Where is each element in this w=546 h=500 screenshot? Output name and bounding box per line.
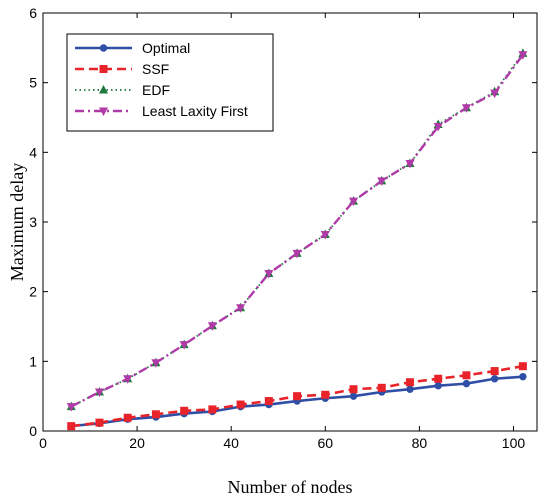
data-point xyxy=(490,367,499,376)
data-point xyxy=(95,418,104,427)
data-point xyxy=(406,385,414,393)
data-point xyxy=(208,405,217,414)
x-tick-label: 60 xyxy=(317,435,333,451)
data-point xyxy=(180,406,189,415)
x-tick-label: 0 xyxy=(39,435,47,451)
x-tick-label: 80 xyxy=(412,435,428,451)
legend-label: SSF xyxy=(142,61,169,77)
legend-marker xyxy=(99,65,108,73)
y-tick-label: 1 xyxy=(29,353,37,369)
data-point xyxy=(123,413,132,422)
data-point xyxy=(377,177,387,186)
data-point xyxy=(349,385,358,394)
data-point xyxy=(293,392,302,401)
legend-box xyxy=(66,33,274,132)
data-point xyxy=(490,375,499,383)
data-point xyxy=(434,382,442,390)
data-point xyxy=(518,362,527,371)
legend: Optimal SSF EDF Least Laxity First xyxy=(66,33,274,132)
y-tick-label: 4 xyxy=(29,144,37,160)
y-tick-label: 0 xyxy=(29,423,37,439)
data-point xyxy=(151,359,161,368)
y-tick-label: 5 xyxy=(29,75,37,91)
data-point xyxy=(264,397,273,406)
data-point xyxy=(490,89,500,99)
series-ssf xyxy=(67,362,527,431)
data-point xyxy=(320,231,330,240)
data-point xyxy=(518,51,528,60)
series-least-laxity-first xyxy=(66,51,528,412)
data-point xyxy=(461,104,471,113)
data-point xyxy=(292,249,302,259)
series-layer xyxy=(66,48,528,431)
data-point xyxy=(207,322,217,331)
data-point xyxy=(434,374,443,383)
x-axis-label: Number of nodes xyxy=(228,477,353,497)
data-point xyxy=(151,410,160,419)
data-point xyxy=(123,375,133,384)
legend-marker xyxy=(99,44,108,52)
data-point xyxy=(321,390,330,399)
data-point xyxy=(405,159,415,169)
y-tick-label: 2 xyxy=(29,284,37,300)
axis-ticks: 0 20 40 60 80 100 0 1 2 3 4 5 6 xyxy=(29,5,537,451)
data-point xyxy=(519,372,527,381)
x-tick-label: 100 xyxy=(502,435,526,451)
data-point xyxy=(377,383,386,392)
data-point xyxy=(349,197,359,207)
y-tick-label: 6 xyxy=(29,5,37,21)
legend-label: EDF xyxy=(142,82,170,98)
x-tick-label: 40 xyxy=(223,435,239,451)
data-point xyxy=(405,378,414,387)
data-point xyxy=(66,403,76,412)
legend-label: Optimal xyxy=(142,40,190,56)
x-tick-label: 20 xyxy=(129,435,145,451)
data-point xyxy=(179,341,189,350)
legend-marker xyxy=(99,85,108,94)
data-point xyxy=(264,270,274,279)
data-point xyxy=(349,392,358,400)
data-point xyxy=(236,304,246,313)
data-point xyxy=(94,388,104,397)
data-point xyxy=(433,123,443,132)
series-line xyxy=(70,54,524,408)
data-point xyxy=(67,422,76,431)
y-axis-label: Maximum delay xyxy=(7,163,27,281)
legend-marker xyxy=(99,107,108,116)
data-point xyxy=(462,371,471,380)
y-tick-label: 3 xyxy=(29,214,37,230)
data-point xyxy=(236,400,245,409)
data-point xyxy=(462,379,471,388)
legend-label: Least Laxity First xyxy=(142,103,248,119)
